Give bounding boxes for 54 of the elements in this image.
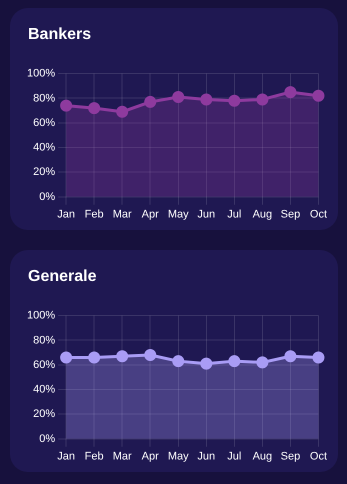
x-tick-label: Sep	[280, 208, 300, 220]
y-tick-label: 80%	[33, 334, 56, 346]
point	[172, 355, 184, 368]
point	[312, 351, 324, 364]
y-tick-label: 60%	[33, 358, 56, 371]
point	[144, 349, 156, 362]
point	[88, 351, 100, 364]
point	[88, 102, 100, 114]
point	[116, 106, 128, 118]
point	[284, 86, 296, 98]
x-tick-label: Jul	[227, 208, 242, 220]
point	[172, 91, 184, 104]
x-tick-label: Aug	[252, 208, 272, 220]
point	[144, 96, 156, 108]
y-tick-label: 0%	[39, 190, 56, 203]
point	[60, 351, 72, 364]
x-tick-label: Apr	[142, 208, 160, 220]
x-tick-label: Oct	[310, 208, 328, 220]
x-tick-label: Jun	[197, 450, 216, 462]
point	[228, 355, 240, 368]
x-tick-label: Jul	[227, 450, 242, 462]
y-tick-label: 100%	[26, 310, 56, 322]
y-tick-label: 60%	[33, 116, 56, 129]
point	[312, 90, 324, 102]
x-tick-label: Sep	[280, 450, 300, 462]
y-tick-label: 20%	[33, 166, 56, 178]
x-tick-label: Jan	[57, 450, 76, 462]
x-tick-label: May	[168, 450, 190, 462]
point	[116, 350, 128, 362]
point	[256, 356, 268, 368]
chart-title: Generale	[28, 268, 96, 286]
y-tick-label: 40%	[33, 142, 56, 154]
point	[284, 350, 296, 362]
x-tick-label: Jan	[57, 208, 76, 220]
x-tick-label: Aug	[252, 450, 272, 462]
x-tick-label: Mar	[112, 208, 132, 220]
x-tick-label: Feb	[84, 208, 104, 220]
point	[60, 100, 72, 112]
y-tick-label: 40%	[33, 384, 56, 396]
x-tick-label: Oct	[310, 450, 328, 462]
x-tick-label: Mar	[112, 450, 132, 462]
x-tick-label: May	[168, 208, 190, 220]
point	[200, 358, 212, 370]
x-tick-label: Apr	[142, 450, 160, 462]
x-tick-label: Feb	[84, 450, 104, 462]
y-tick-label: 20%	[33, 408, 56, 420]
y-tick-label: 100%	[26, 68, 56, 80]
point	[200, 93, 212, 106]
chart-title: Bankers	[28, 26, 92, 44]
x-tick-label: Jun	[197, 208, 216, 220]
y-tick-label: 0%	[39, 432, 56, 445]
y-tick-label: 80%	[33, 92, 56, 104]
point	[256, 93, 268, 106]
point	[228, 94, 240, 107]
